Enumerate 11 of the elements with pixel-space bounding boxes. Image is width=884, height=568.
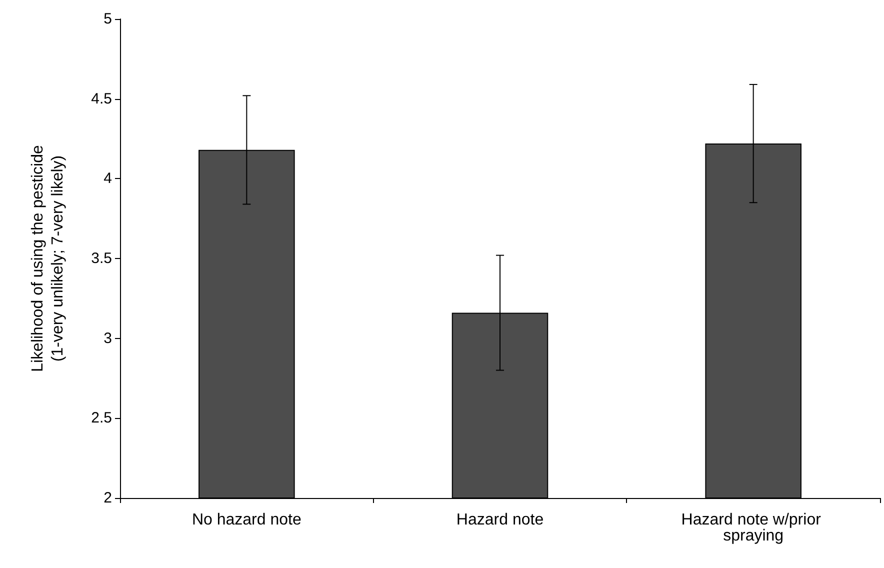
y-tick-label: 4.5 [91,90,112,108]
y-tick-label: 2.5 [91,410,112,427]
x-tick-label: Hazard note w/prior spraying [681,512,826,544]
y-axis-title: Likelihood of using the pesticide (1-very unlikely; 7-very likely) [30,144,66,372]
y-tick-label: 4 [104,170,112,188]
x-tick-label: Hazard note [456,512,544,528]
y-tick-label: 2 [104,490,112,506]
y-tick-label: 3.5 [91,250,112,267]
y-tick-label: 3 [104,330,112,347]
x-tick-label: No hazard note [192,512,302,528]
y-tick-label: 5 [104,10,112,28]
